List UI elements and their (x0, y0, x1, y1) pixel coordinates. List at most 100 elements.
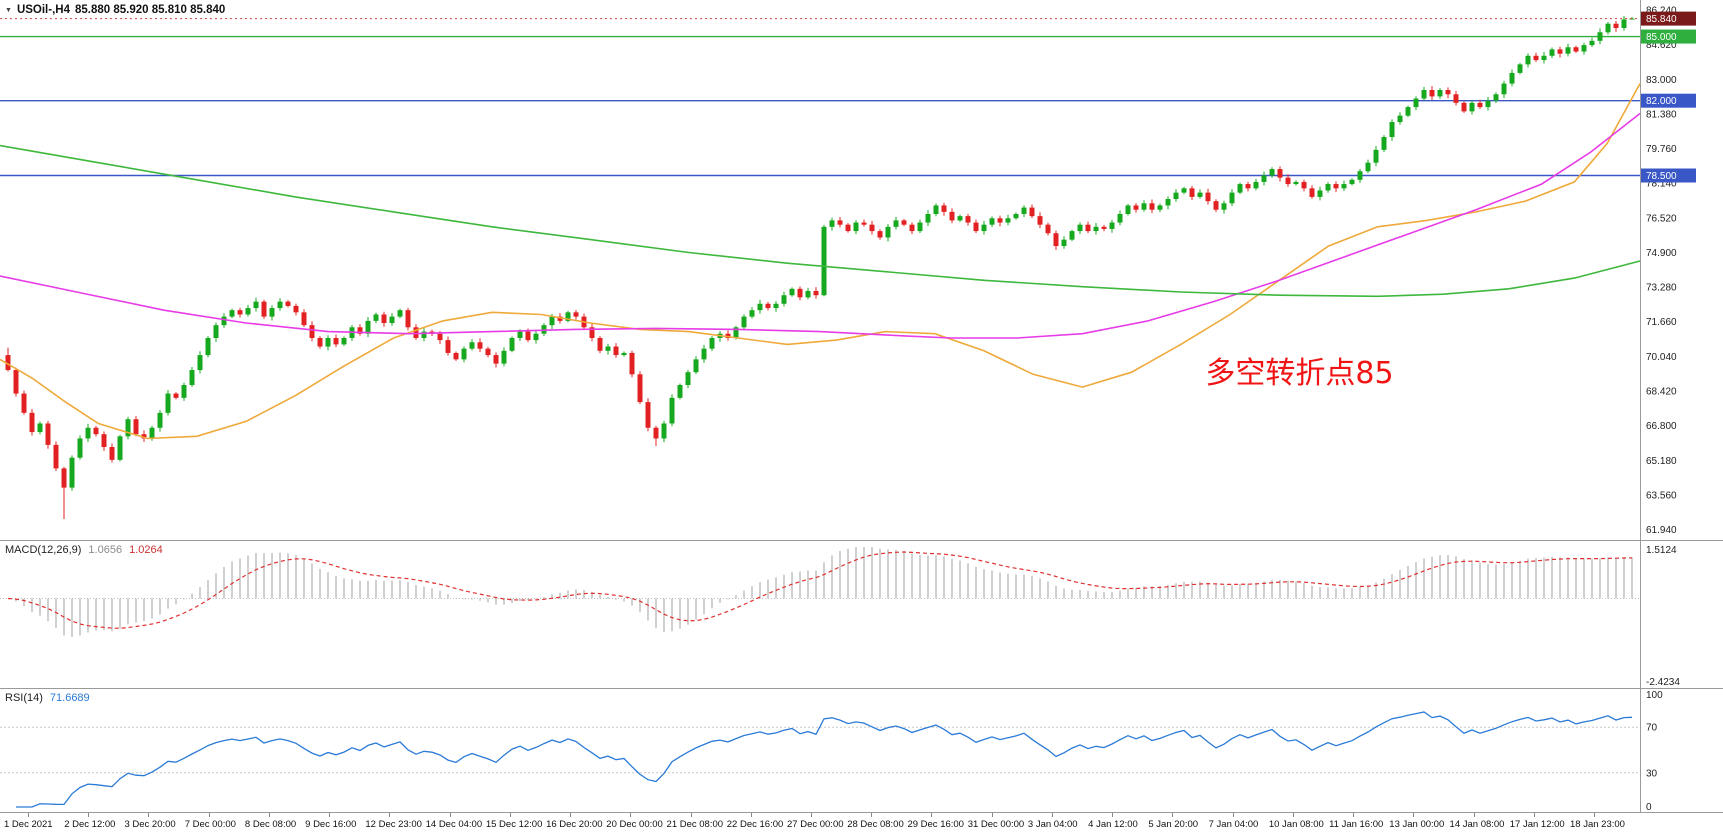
time-axis-label: 3 Jan 04:00 (1027, 819, 1078, 830)
time-axis-tick (1292, 813, 1294, 817)
price-axis-label: 81.380 (1646, 109, 1677, 120)
time-axis-tick (1413, 813, 1415, 817)
ma-fast-orange-line[interactable] (0, 83, 1641, 440)
time-axis-tick (268, 813, 270, 817)
time-axis-label: 15 Dec 12:00 (485, 819, 543, 830)
rsi-indicator-label: RSI(14) 71.6689 (5, 692, 90, 704)
rsi-name: RSI(14) (5, 692, 43, 704)
rsi-value: 71.6689 (49, 692, 90, 704)
time-axis-tick (1594, 813, 1595, 817)
price-axis-label: 65.180 (1646, 456, 1677, 467)
time-axis-tick (208, 813, 210, 817)
ohlc-values: 85.880 85.920 85.810 85.840 (74, 4, 226, 16)
rsi-axis-label: 30 (1646, 768, 1658, 779)
time-axis-label: 29 Dec 16:00 (907, 819, 964, 830)
rsi-axis-label: 70 (1646, 723, 1658, 734)
macd-signal-line (7, 551, 1633, 629)
symbol-timeframe-label: USOil-,H4 (16, 4, 70, 16)
time-axis-label: 2 Dec 12:00 (64, 819, 116, 830)
time-axis-label: 9 Dec 16:00 (305, 819, 357, 830)
macd-signal-value: 1.0264 (129, 544, 163, 556)
time-axis-tick (1232, 813, 1234, 817)
ma-slow-green-line[interactable] (0, 144, 1641, 298)
rsi-axis-label: 100 (1646, 690, 1663, 701)
time-axis-label: 5 Jan 20:00 (1148, 819, 1199, 830)
macd-canvas[interactable]: 1.5124 -2.4234 (0, 541, 1723, 688)
hline-price-label: 82.000 (1646, 96, 1677, 107)
time-axis-tick (509, 813, 511, 817)
time-axis-label: 13 Jan 00:00 (1389, 819, 1445, 830)
time-axis-label: 7 Jan 04:00 (1208, 819, 1259, 830)
price-axis-label: 73.280 (1646, 283, 1677, 294)
time-axis-label: 4 Jan 12:00 (1088, 819, 1138, 830)
time-axis-tick (1112, 813, 1114, 817)
chart-annotation-text: 多空转折点85 (1205, 355, 1394, 391)
price-axis-label: 86.240 (1646, 6, 1677, 17)
time-axis-label: 14 Jan 08:00 (1449, 819, 1505, 830)
time-axis-label: 10 Jan 08:00 (1268, 819, 1324, 830)
price-axis-label: 78.140 (1646, 179, 1677, 190)
time-axis-tick (1051, 813, 1053, 817)
macd-axis-min-label: -2.4234 (1646, 677, 1680, 688)
time-axis-tick (329, 813, 331, 817)
macd-histogram (15, 547, 1633, 638)
current-price-label: 85.840 (1646, 14, 1677, 25)
main-chart-panel: 86.240 84.620 83.000 81.380 79.760 78.140 76.5… (0, 0, 1723, 540)
time-axis-tick (570, 813, 572, 817)
time-axis-label: 14 Dec 04:00 (425, 819, 483, 830)
time-axis-label: 16 Dec 20:00 (546, 819, 603, 830)
hline-price-label: 78.500 (1646, 171, 1677, 182)
price-axis-label: 61.940 (1646, 525, 1677, 536)
time-axis-label: 12 Dec 23:00 (365, 819, 422, 830)
time-axis-tick (991, 813, 993, 817)
price-axis-label: 83.000 (1646, 75, 1677, 86)
time-axis-tick (871, 813, 873, 817)
time-axis-tick (148, 813, 150, 817)
time-axis-label: 31 Dec 00:00 (967, 819, 1025, 830)
hline-price-label: 85.000 (1646, 32, 1677, 43)
candlesticks (5, 15, 1635, 520)
price-axis-label: 79.760 (1646, 144, 1677, 155)
time-axis-label: 7 Dec 00:00 (184, 819, 236, 830)
current-price-label-badge (1641, 11, 1696, 26)
time-axis-tick (811, 813, 812, 817)
price-axis-label: 84.620 (1646, 40, 1677, 51)
price-axis-label: 63.560 (1646, 490, 1677, 501)
price-axis-label: 74.900 (1646, 248, 1677, 259)
time-axis-label: 28 Dec 08:00 (847, 819, 904, 830)
hline-price-label-badge (1641, 29, 1696, 44)
main-chart-canvas[interactable]: 86.240 84.620 83.000 81.380 79.760 78.140 76.5… (0, 0, 1723, 540)
time-axis-label: 11 Jan 16:00 (1329, 819, 1384, 830)
price-axis-label: 76.520 (1646, 213, 1677, 224)
macd-name: MACD(12,26,9) (5, 544, 82, 556)
time-axis-label: 17 Jan 12:00 (1509, 819, 1565, 830)
macd-main-value: 1.0656 (88, 544, 123, 556)
time-axis-tick (1533, 813, 1535, 817)
rsi-axis-label: 0 (1646, 802, 1652, 812)
hline-price-label-badge (1641, 168, 1696, 183)
time-axis-label: 27 Dec 00:00 (787, 819, 844, 830)
time-axis-tick (630, 813, 632, 817)
time-axis-tick (1473, 813, 1475, 817)
time-axis-label: 20 Dec 00:00 (606, 819, 663, 830)
rsi-canvas[interactable]: 100 70 30 0 (0, 689, 1723, 812)
time-axis-tick (931, 813, 933, 817)
macd-indicator-label: MACD(12,26,9) 1.0656 1.0264 (5, 544, 163, 556)
rsi-line (16, 711, 1633, 808)
time-axis-tick (1353, 813, 1355, 817)
time-axis-tick (449, 813, 451, 817)
hline-price-label-badge (1641, 93, 1696, 108)
macd-panel: 1.5124 -2.4234 MACD(12,26,9) 1.0656 1.026… (0, 540, 1723, 688)
price-axis-label: 68.420 (1646, 386, 1677, 397)
price-axis-label: 66.800 (1646, 421, 1677, 432)
time-axis-tick (1172, 813, 1174, 817)
collapse-arrow-icon[interactable]: ▼ (5, 6, 12, 14)
time-axis-tick (28, 813, 29, 817)
time-axis[interactable]: 1 Dec 2021 2 Dec 12:00 3 Dec 20:00 7 Dec 00… (0, 812, 1723, 837)
price-axis-label: 71.660 (1646, 317, 1677, 328)
time-axis-tick (88, 813, 90, 817)
macd-axis-max-label: 1.5124 (1646, 545, 1677, 556)
ma-mid-magenta-line[interactable] (0, 112, 1641, 339)
time-axis-label: 8 Dec 08:00 (244, 819, 297, 830)
